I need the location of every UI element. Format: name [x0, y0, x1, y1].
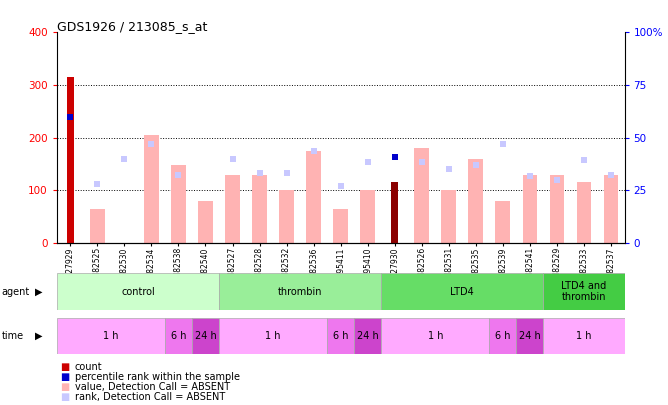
- Bar: [327, 318, 354, 354]
- Text: 1 h: 1 h: [103, 331, 119, 341]
- Bar: [490, 318, 516, 354]
- Text: 1 h: 1 h: [265, 331, 281, 341]
- Bar: [354, 318, 381, 354]
- Bar: [360, 190, 375, 243]
- Bar: [333, 209, 348, 243]
- Bar: [550, 175, 564, 243]
- Bar: [544, 273, 625, 310]
- Bar: [414, 148, 430, 243]
- Bar: [496, 201, 510, 243]
- Text: 24 h: 24 h: [357, 331, 379, 341]
- Text: ■: ■: [60, 372, 69, 382]
- Text: percentile rank within the sample: percentile rank within the sample: [75, 372, 240, 382]
- Bar: [381, 273, 544, 310]
- Bar: [391, 182, 398, 243]
- Bar: [306, 151, 321, 243]
- Bar: [225, 175, 240, 243]
- Text: 1 h: 1 h: [576, 331, 592, 341]
- Text: ■: ■: [60, 362, 69, 371]
- Text: 6 h: 6 h: [495, 331, 510, 341]
- Text: 6 h: 6 h: [333, 331, 349, 341]
- Bar: [279, 190, 294, 243]
- Text: rank, Detection Call = ABSENT: rank, Detection Call = ABSENT: [75, 392, 225, 402]
- Text: LTD4: LTD4: [450, 287, 474, 296]
- Bar: [576, 182, 591, 243]
- Text: 24 h: 24 h: [194, 331, 216, 341]
- Text: LTD4 and
thrombin: LTD4 and thrombin: [561, 281, 607, 303]
- Bar: [67, 77, 73, 243]
- Bar: [516, 318, 544, 354]
- Bar: [442, 190, 456, 243]
- Bar: [57, 273, 219, 310]
- Text: 1 h: 1 h: [428, 331, 443, 341]
- Text: ■: ■: [60, 382, 69, 392]
- Text: GDS1926 / 213085_s_at: GDS1926 / 213085_s_at: [57, 20, 207, 33]
- Bar: [604, 175, 619, 243]
- Text: ▶: ▶: [35, 287, 42, 296]
- Bar: [90, 209, 105, 243]
- Bar: [144, 135, 159, 243]
- Text: agent: agent: [1, 287, 29, 296]
- Bar: [192, 318, 219, 354]
- Text: 24 h: 24 h: [519, 331, 541, 341]
- Text: 6 h: 6 h: [171, 331, 186, 341]
- Text: count: count: [75, 362, 102, 371]
- Bar: [468, 159, 484, 243]
- Text: ▶: ▶: [35, 331, 42, 341]
- Text: control: control: [121, 287, 155, 296]
- Text: time: time: [1, 331, 23, 341]
- Bar: [252, 175, 267, 243]
- Text: thrombin: thrombin: [278, 287, 323, 296]
- Bar: [522, 175, 537, 243]
- Bar: [57, 318, 165, 354]
- Bar: [219, 318, 327, 354]
- Bar: [198, 201, 213, 243]
- Bar: [165, 318, 192, 354]
- Bar: [381, 318, 490, 354]
- Text: value, Detection Call = ABSENT: value, Detection Call = ABSENT: [75, 382, 230, 392]
- Bar: [219, 273, 381, 310]
- Bar: [171, 165, 186, 243]
- Bar: [544, 318, 625, 354]
- Text: ■: ■: [60, 392, 69, 402]
